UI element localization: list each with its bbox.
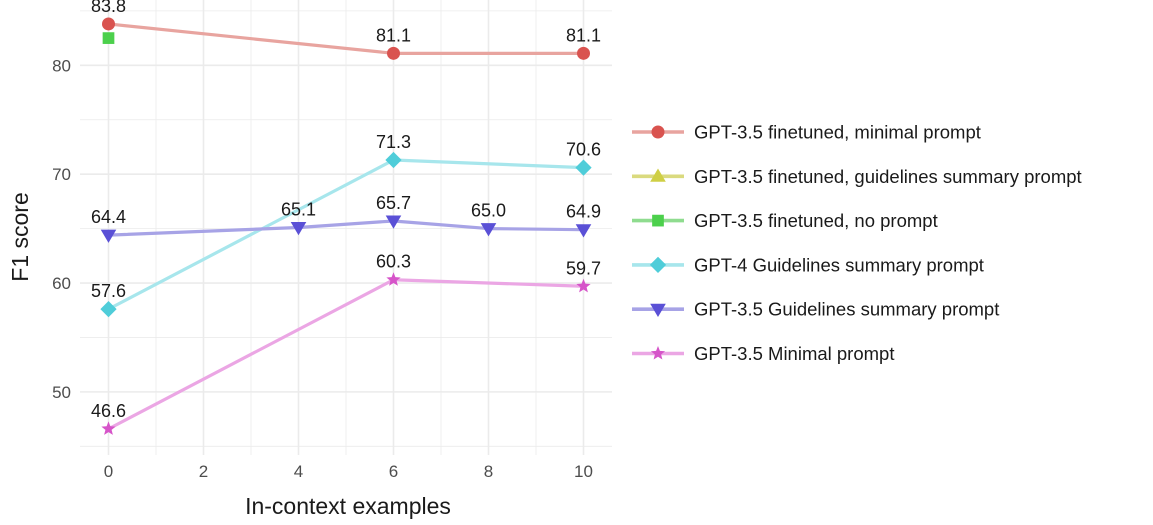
data-point-gpt-3-5-guidelines-summary-prompt [100, 229, 117, 243]
legend-marker-gpt-3-5-finetuned-guidelines-summary-prompt [650, 168, 666, 182]
data-point-gpt-3-5-finetuned-minimal-prompt [102, 17, 115, 31]
data-label-gpt-3-5-minimal-prompt: 60.3 [376, 252, 411, 272]
data-label-gpt-3-5-guidelines-summary-prompt: 64.4 [91, 207, 126, 227]
data-point-gpt-3-5-minimal-prompt [576, 278, 591, 293]
data-label-gpt-4-guidelines-summary-prompt: 57.6 [91, 281, 126, 301]
legend-item-gpt-3-5-finetuned-minimal-prompt: GPT-3.5 finetuned, minimal prompt [632, 122, 981, 143]
legend-item-gpt-3-5-finetuned-guidelines-summary-prompt: GPT-3.5 finetuned, guidelines summary pr… [632, 166, 1082, 187]
data-label-gpt-3-5-finetuned-minimal-prompt: 83.8 [91, 0, 126, 16]
legend-marker-gpt-3-5-minimal-prompt [650, 346, 666, 360]
data-point-gpt-3-5-guidelines-summary-prompt [385, 215, 402, 229]
x-tick-label: 2 [199, 462, 208, 481]
y-tick-label: 50 [52, 383, 71, 402]
x-tick-label: 4 [294, 462, 303, 481]
data-point-gpt-3-5-finetuned-minimal-prompt [577, 46, 590, 60]
legend-label-gpt-3-5-guidelines-summary-prompt: GPT-3.5 Guidelines summary prompt [694, 299, 999, 320]
legend-label-gpt-3-5-finetuned-no-prompt: GPT-3.5 finetuned, no prompt [694, 210, 938, 231]
data-point-gpt-3-5-guidelines-summary-prompt [575, 224, 592, 238]
x-tick-label: 8 [484, 462, 493, 481]
axis-ticks: 0 2 4 6 8 10 50 60 70 80 [52, 56, 593, 481]
legend: GPT-3.5 finetuned, minimal prompt GPT-3.5… [632, 122, 1082, 364]
data-point-gpt-4-guidelines-summary-prompt [575, 159, 592, 176]
y-tick-label: 80 [52, 56, 71, 75]
data-labels: 83.8 81.1 81.1 57.6 71.3 70.6 64.4 65.1 65.7 65.0… [91, 0, 601, 421]
data-point-gpt-3-5-guidelines-summary-prompt [290, 222, 307, 236]
data-point-gpt-3-5-minimal-prompt [101, 421, 116, 435]
legend-marker-gpt-3-5-finetuned-no-prompt [652, 214, 664, 227]
series-markers [100, 17, 592, 435]
data-label-gpt-3-5-guidelines-summary-prompt: 65.1 [281, 200, 316, 220]
data-label-gpt-3-5-minimal-prompt: 46.6 [91, 401, 126, 421]
data-point-gpt-4-guidelines-summary-prompt [385, 151, 402, 169]
legend-marker-gpt-3-5-guidelines-summary-prompt [650, 303, 666, 317]
data-point-gpt-3-5-guidelines-summary-prompt [480, 223, 497, 237]
legend-item-gpt-3-5-minimal-prompt: GPT-3.5 Minimal prompt [632, 343, 894, 364]
data-label-gpt-3-5-finetuned-minimal-prompt: 81.1 [566, 25, 601, 45]
data-label-gpt-3-5-finetuned-minimal-prompt: 81.1 [376, 25, 411, 45]
data-point-gpt-3-5-finetuned-no-prompt [102, 32, 115, 44]
legend-marker-gpt-3-5-finetuned-minimal-prompt [651, 125, 665, 139]
legend-item-gpt-3-5-guidelines-summary-prompt: GPT-3.5 Guidelines summary prompt [632, 299, 999, 320]
legend-label-gpt-4-guidelines-summary-prompt: GPT-4 Guidelines summary prompt [694, 254, 984, 275]
x-tick-label: 10 [574, 462, 593, 481]
grid-lines [80, 0, 612, 455]
data-label-gpt-4-guidelines-summary-prompt: 71.3 [376, 132, 411, 152]
data-label-gpt-4-guidelines-summary-prompt: 70.6 [566, 140, 601, 160]
x-axis-title: In-context examples [245, 493, 451, 519]
data-point-gpt-3-5-finetuned-minimal-prompt [387, 46, 400, 60]
x-tick-label: 6 [389, 462, 398, 481]
legend-item-gpt-3-5-finetuned-no-prompt: GPT-3.5 finetuned, no prompt [632, 210, 938, 231]
data-point-gpt-3-5-minimal-prompt [386, 272, 401, 286]
legend-label-gpt-3-5-minimal-prompt: GPT-3.5 Minimal prompt [694, 343, 894, 364]
legend-label-gpt-3-5-finetuned-guidelines-summary-prompt: GPT-3.5 finetuned, guidelines summary pr… [694, 166, 1082, 187]
y-tick-label: 70 [52, 165, 71, 184]
y-tick-label: 60 [52, 274, 71, 293]
data-label-gpt-3-5-guidelines-summary-prompt: 65.7 [376, 193, 411, 213]
data-label-gpt-3-5-minimal-prompt: 59.7 [566, 258, 601, 278]
data-point-gpt-4-guidelines-summary-prompt [100, 301, 117, 318]
legend-item-gpt-4-guidelines-summary-prompt: GPT-4 Guidelines summary prompt [632, 254, 984, 275]
legend-marker-gpt-4-guidelines-summary-prompt [649, 256, 667, 274]
x-tick-label: 0 [104, 462, 113, 481]
legend-label-gpt-3-5-finetuned-minimal-prompt: GPT-3.5 finetuned, minimal prompt [694, 122, 981, 143]
data-label-gpt-3-5-guidelines-summary-prompt: 65.0 [471, 201, 506, 221]
y-axis-title: F1 score [7, 192, 33, 281]
data-label-gpt-3-5-guidelines-summary-prompt: 64.9 [566, 202, 601, 222]
